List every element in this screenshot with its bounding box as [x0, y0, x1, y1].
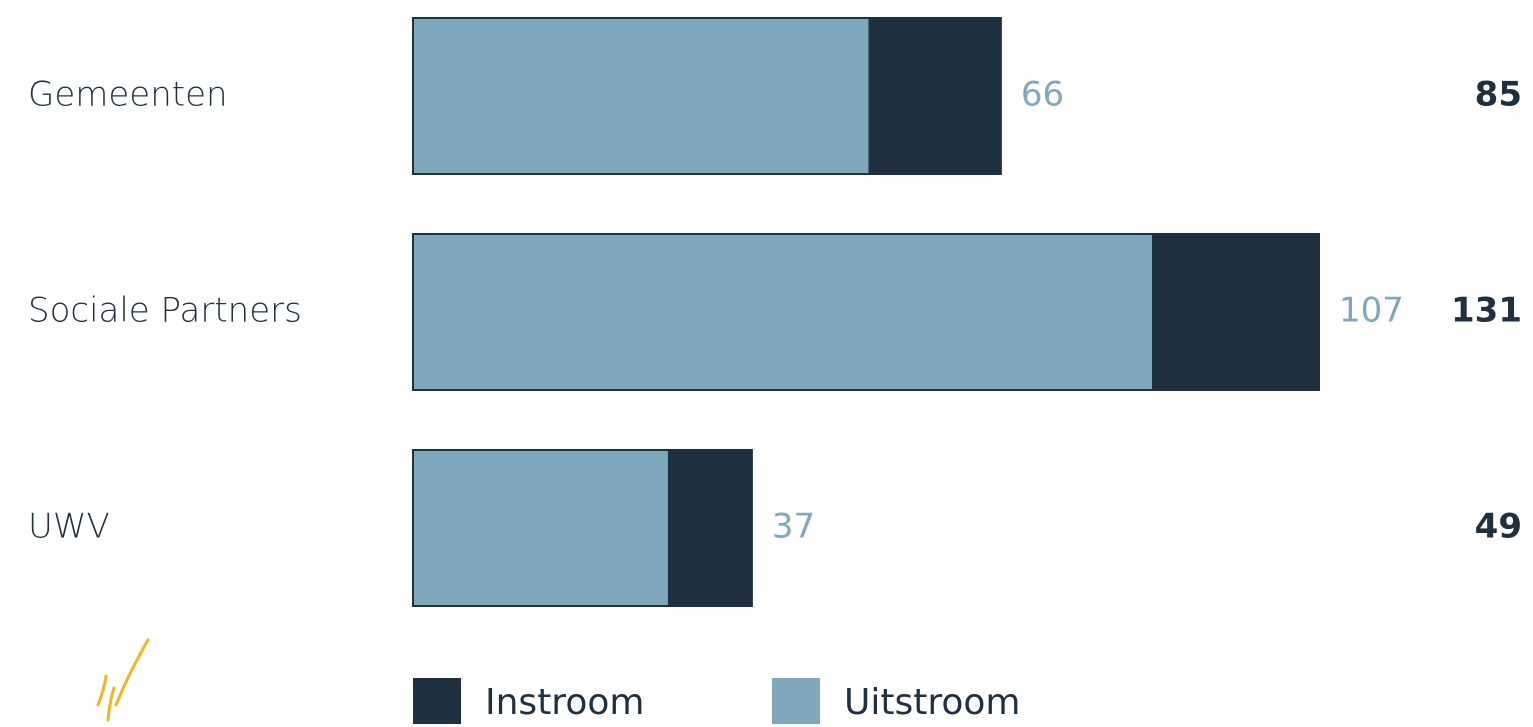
category-label: Sociale Partners: [28, 291, 302, 331]
decoration: [96, 638, 150, 722]
value-label: 66: [1021, 75, 1064, 115]
category-label: Gemeenten: [28, 75, 228, 115]
bar: [412, 17, 871, 175]
category-label: UWV: [28, 507, 110, 547]
legend-label: Uitstroom: [844, 682, 1020, 723]
value-label: 37: [772, 507, 815, 547]
legend-swatch: [772, 678, 820, 724]
value-label: 107: [1339, 291, 1404, 331]
total-label: 131: [1451, 291, 1522, 331]
legend-swatch: [413, 678, 461, 724]
bar: [412, 449, 670, 607]
total-label: 49: [1475, 507, 1522, 547]
bar: [412, 233, 1155, 391]
legend-label: Instroom: [485, 682, 644, 723]
total-label: 85: [1475, 75, 1522, 115]
